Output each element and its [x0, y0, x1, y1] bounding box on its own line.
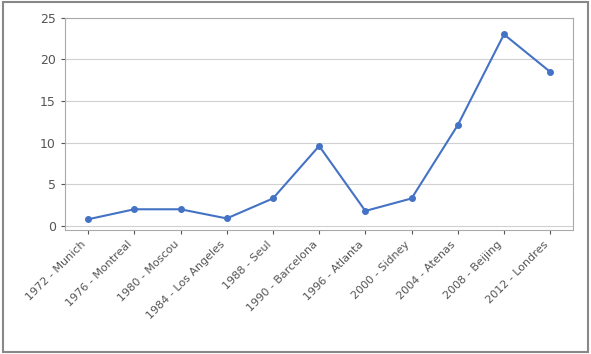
FancyBboxPatch shape: [3, 2, 588, 352]
